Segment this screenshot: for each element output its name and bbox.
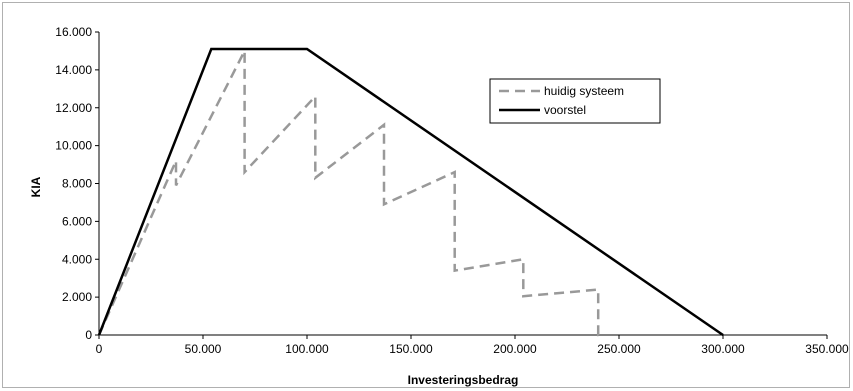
x-tick-label: 350.000 [805,342,849,356]
x-tick-label: 250.000 [597,342,641,356]
legend-box [489,78,661,124]
y-tick-label: 10.000 [55,139,92,153]
x-tick-label: 50.000 [185,342,222,356]
y-axis-title: KIA [29,176,43,197]
x-tick-label: 0 [96,342,103,356]
y-tick-label: 16.000 [55,25,92,39]
series-line-voorstel [97,47,724,337]
legend: huidig systeem voorstel [489,78,661,124]
legend-label-voorstel: voorstel [544,103,586,117]
y-tick-label: 4.000 [62,252,92,266]
y-tick-label: 0 [85,328,92,342]
y-tick-label: 2.000 [62,290,92,304]
y-tick-label: 14.000 [55,63,92,77]
y-tick-label: 6.000 [62,214,92,228]
x-tick-label: 150.000 [389,342,433,356]
legend-label-huidig-systeem: huidig systeem [544,84,624,98]
x-axis-title: Investeringsbedrag [408,373,519,387]
y-tick-label: 12.000 [55,101,92,115]
x-tick-label: 100.000 [285,342,329,356]
series-line-huidig-systeem [97,50,605,337]
x-tick-label: 200.000 [493,342,537,356]
axes: 0 2.000 4.000 6.000 8.000 10.000 12.000 14.000 1… [55,25,849,356]
x-tick-label: 300.000 [701,342,745,356]
y-tick-label: 8.000 [62,177,92,191]
